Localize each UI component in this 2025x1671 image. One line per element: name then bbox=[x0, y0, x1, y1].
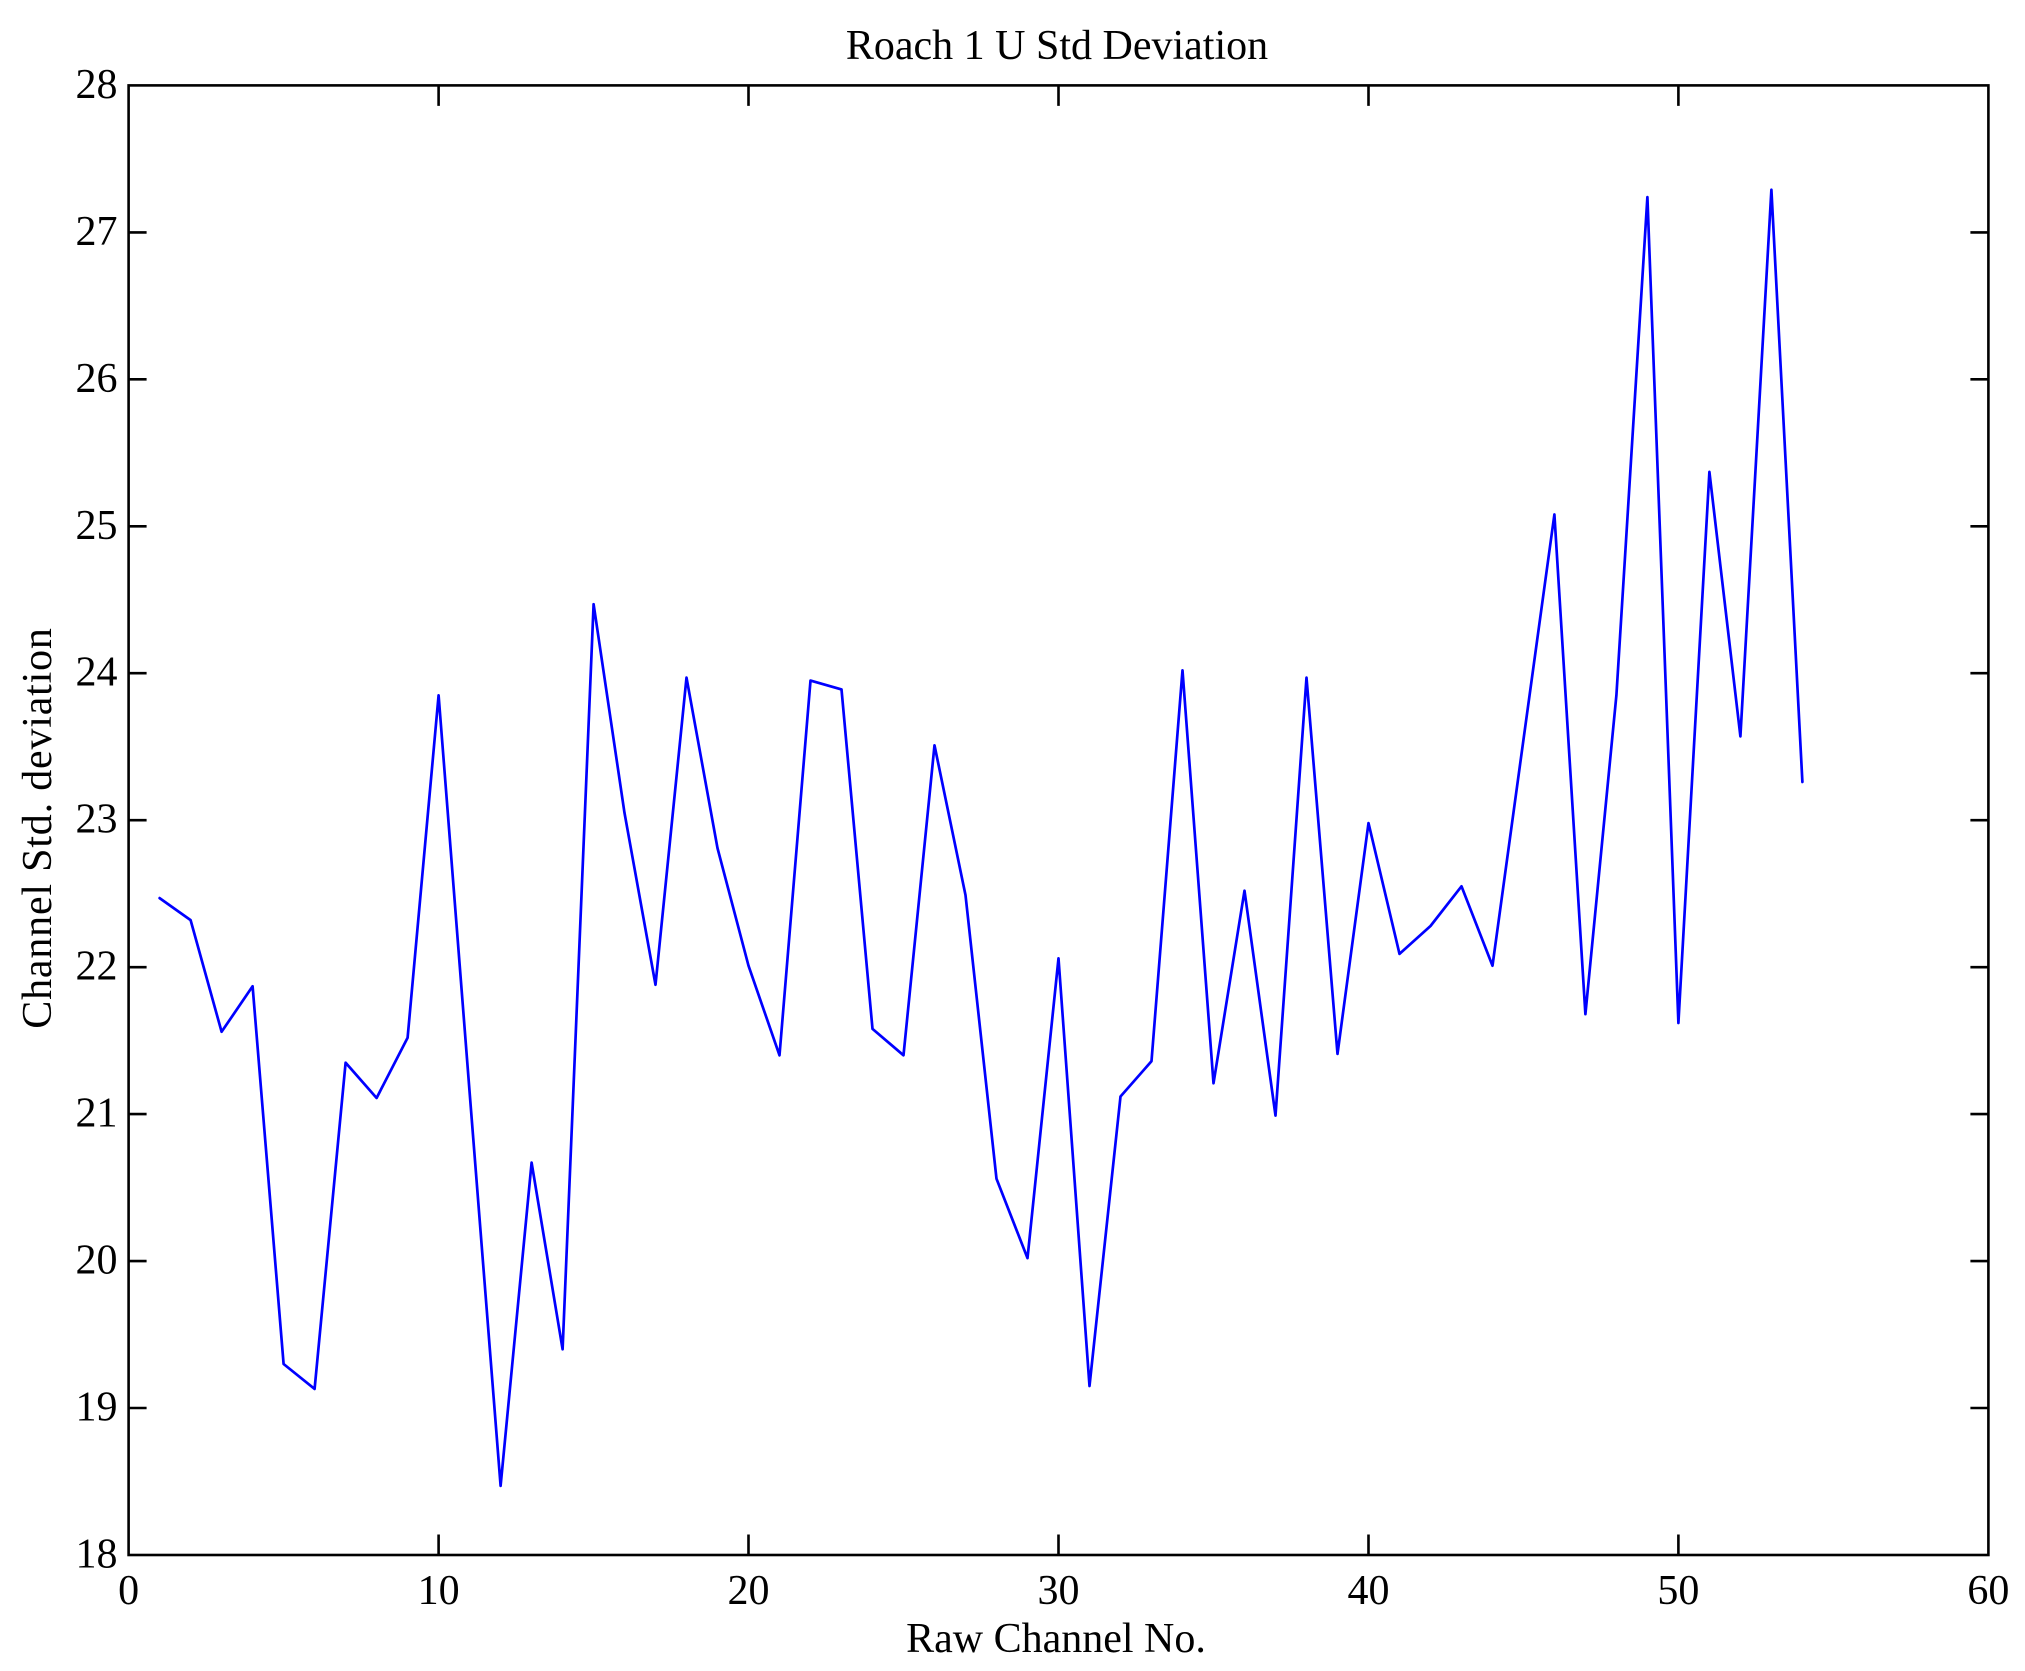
svg-text:Raw Channel No.: Raw Channel No. bbox=[906, 1616, 1206, 1662]
svg-text:60: 60 bbox=[1967, 1568, 2009, 1614]
svg-text:Roach 1 U Std Deviation: Roach 1 U Std Deviation bbox=[846, 23, 1268, 69]
svg-text:22: 22 bbox=[76, 944, 118, 990]
svg-text:24: 24 bbox=[76, 650, 118, 696]
svg-text:Channel Std. deviation: Channel Std. deviation bbox=[15, 627, 61, 1028]
svg-text:20: 20 bbox=[728, 1568, 770, 1614]
svg-text:21: 21 bbox=[76, 1091, 118, 1137]
svg-text:23: 23 bbox=[76, 797, 118, 843]
svg-text:0: 0 bbox=[118, 1568, 139, 1614]
svg-text:20: 20 bbox=[76, 1238, 118, 1284]
svg-text:19: 19 bbox=[76, 1385, 118, 1431]
svg-text:30: 30 bbox=[1038, 1568, 1080, 1614]
svg-text:18: 18 bbox=[76, 1532, 118, 1578]
svg-text:50: 50 bbox=[1657, 1568, 1699, 1614]
svg-text:10: 10 bbox=[418, 1568, 460, 1614]
svg-text:27: 27 bbox=[76, 209, 118, 255]
svg-text:28: 28 bbox=[76, 62, 118, 108]
svg-text:26: 26 bbox=[76, 356, 118, 402]
svg-text:40: 40 bbox=[1348, 1568, 1390, 1614]
svg-text:25: 25 bbox=[76, 503, 118, 549]
